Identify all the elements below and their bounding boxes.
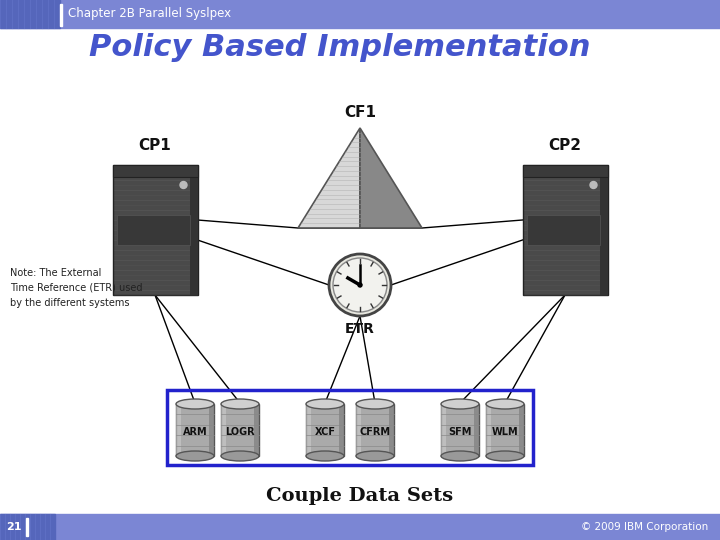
Bar	[486, 404, 491, 456]
Text: XCF: XCF	[315, 427, 336, 437]
Text: LOGR: LOGR	[225, 427, 255, 437]
Bar	[339, 404, 344, 456]
Bar	[0, 514, 55, 540]
Ellipse shape	[486, 451, 524, 461]
Bar	[523, 165, 608, 177]
Text: CF1: CF1	[344, 105, 376, 120]
Bar	[306, 404, 344, 456]
Polygon shape	[298, 128, 360, 228]
Ellipse shape	[176, 451, 214, 461]
Bar	[112, 165, 197, 177]
Ellipse shape	[441, 451, 479, 461]
Bar	[221, 404, 226, 456]
Bar	[519, 404, 524, 456]
Ellipse shape	[356, 451, 394, 461]
Bar	[221, 404, 259, 456]
Circle shape	[333, 258, 387, 312]
Polygon shape	[360, 128, 422, 228]
Circle shape	[358, 283, 362, 287]
Bar	[176, 404, 181, 456]
Text: Note: The External
Time Reference (ETR) used
by the different systems: Note: The External Time Reference (ETR) …	[10, 268, 143, 308]
Circle shape	[180, 181, 187, 188]
Ellipse shape	[306, 451, 344, 461]
Ellipse shape	[486, 399, 524, 409]
Bar	[389, 404, 394, 456]
Bar	[176, 404, 214, 456]
Circle shape	[590, 181, 597, 188]
Text: ARM: ARM	[183, 427, 207, 437]
Bar	[600, 165, 608, 295]
Bar	[26, 518, 27, 536]
Text: © 2009 IBM Corporation: © 2009 IBM Corporation	[581, 522, 708, 532]
Text: ETR: ETR	[345, 322, 375, 336]
Text: Policy Based Implementation: Policy Based Implementation	[89, 33, 590, 63]
Ellipse shape	[221, 399, 259, 409]
Bar	[356, 404, 361, 456]
Text: CP1: CP1	[139, 138, 171, 153]
Text: WLM: WLM	[492, 427, 518, 437]
Bar	[189, 165, 197, 295]
Bar	[526, 215, 600, 245]
Ellipse shape	[441, 399, 479, 409]
Bar	[254, 404, 259, 456]
Bar	[117, 215, 189, 245]
Bar	[0, 0, 720, 28]
Circle shape	[329, 254, 391, 316]
Bar	[441, 404, 479, 456]
Text: CFRM: CFRM	[359, 427, 390, 437]
Ellipse shape	[176, 399, 214, 409]
Bar	[441, 404, 446, 456]
Bar	[486, 404, 524, 456]
Ellipse shape	[306, 399, 344, 409]
Bar	[474, 404, 479, 456]
Bar	[167, 390, 533, 465]
Bar	[0, 514, 720, 540]
Text: 21: 21	[6, 522, 22, 532]
Bar	[306, 404, 311, 456]
Bar	[523, 165, 608, 295]
Ellipse shape	[356, 399, 394, 409]
Text: SFM: SFM	[449, 427, 472, 437]
Bar	[112, 165, 197, 295]
Bar	[60, 4, 62, 26]
Text: CP2: CP2	[549, 138, 582, 153]
Ellipse shape	[221, 451, 259, 461]
Bar	[356, 404, 394, 456]
Bar	[0, 0, 60, 28]
Bar	[209, 404, 214, 456]
Text: Chapter 2B Parallel Syslpex: Chapter 2B Parallel Syslpex	[68, 8, 231, 21]
Text: Couple Data Sets: Couple Data Sets	[266, 487, 454, 505]
